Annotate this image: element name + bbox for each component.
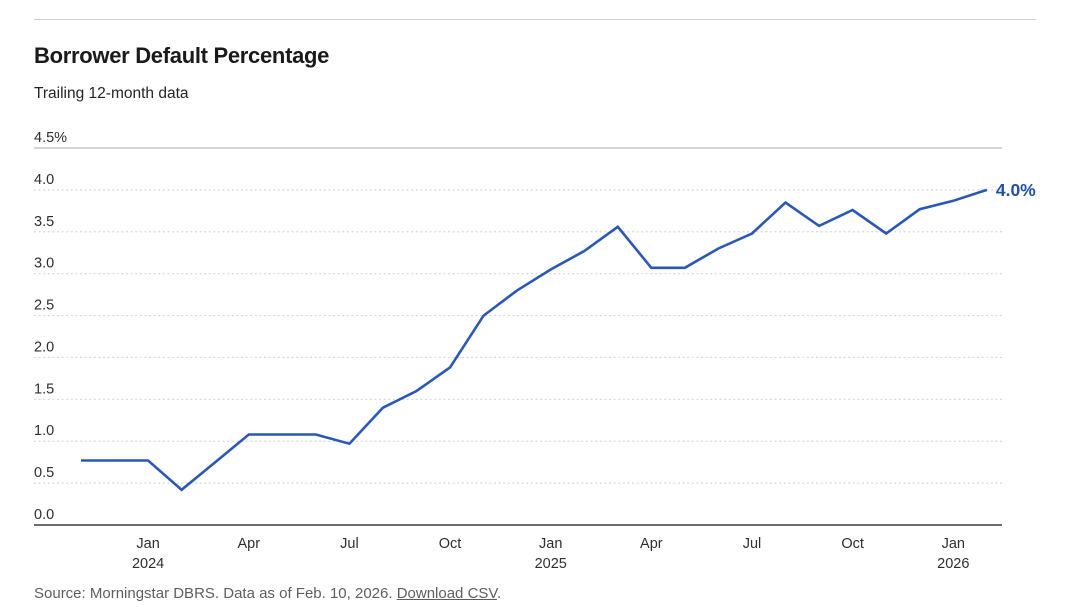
- chart-subtitle: Trailing 12-month data: [34, 85, 189, 102]
- y-axis-label: 2.5: [34, 298, 54, 314]
- x-axis-label: Jan: [942, 536, 965, 552]
- x-axis-year-label: 2026: [937, 556, 969, 572]
- y-axis-label: 1.0: [34, 423, 54, 439]
- y-axis-label: 4.0: [34, 172, 54, 188]
- y-axis-label: 3.0: [34, 256, 54, 272]
- download-csv-link[interactable]: Download CSV: [396, 585, 498, 602]
- x-axis-year-label: 2024: [132, 556, 164, 572]
- y-axis-label: 0.5: [34, 465, 54, 481]
- x-axis-label: Jan: [136, 536, 159, 552]
- y-axis-label: 3.5: [34, 214, 54, 230]
- top-divider: [34, 19, 1036, 20]
- y-axis-label: 0.0: [34, 507, 54, 523]
- x-axis-label: Apr: [640, 536, 663, 552]
- x-axis-label: Oct: [439, 536, 462, 552]
- y-axis-label: 2.0: [34, 339, 54, 355]
- x-axis-label: Jul: [743, 536, 762, 552]
- source-text: Source: Morningstar DBRS. Data as of Feb…: [34, 585, 397, 602]
- source-note: Source: Morningstar DBRS. Data as of Feb…: [34, 585, 501, 602]
- end-value-label: 4.0%: [996, 180, 1036, 200]
- x-axis-label: Oct: [841, 536, 864, 552]
- chart-title: Borrower Default Percentage: [34, 43, 330, 68]
- x-axis-label: Jul: [340, 536, 359, 552]
- y-axis-label: 4.5%: [34, 130, 67, 146]
- x-axis-year-label: 2025: [535, 556, 567, 572]
- x-axis-label: Apr: [237, 536, 260, 552]
- y-axis-label: 1.5: [34, 381, 54, 397]
- source-suffix: .: [497, 585, 502, 602]
- chart-line: [81, 188, 988, 492]
- x-axis-label: Jan: [539, 536, 562, 552]
